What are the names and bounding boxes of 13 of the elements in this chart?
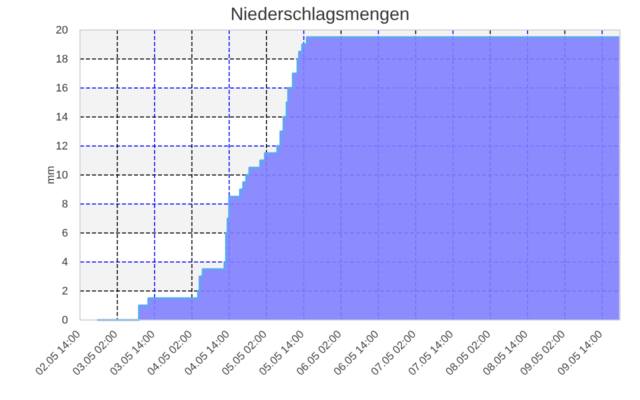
y-tick-label: 16 [56,82,68,95]
y-tick-label: 12 [56,140,68,153]
y-tick-label: 4 [62,256,68,269]
y-axis-title: mm [45,166,57,184]
y-tick-label: 8 [62,198,68,211]
y-tick-label: 18 [56,54,68,66]
y-tick-label: 20 [56,24,68,37]
y-tick-label: 6 [62,228,68,240]
y-tick-label: 2 [62,286,68,298]
y-tick-label: 0 [62,314,68,327]
chart-title: Niederschlagsmengen [230,4,410,24]
y-tick-label: 14 [56,112,68,124]
y-tick-label: 10 [56,170,68,182]
